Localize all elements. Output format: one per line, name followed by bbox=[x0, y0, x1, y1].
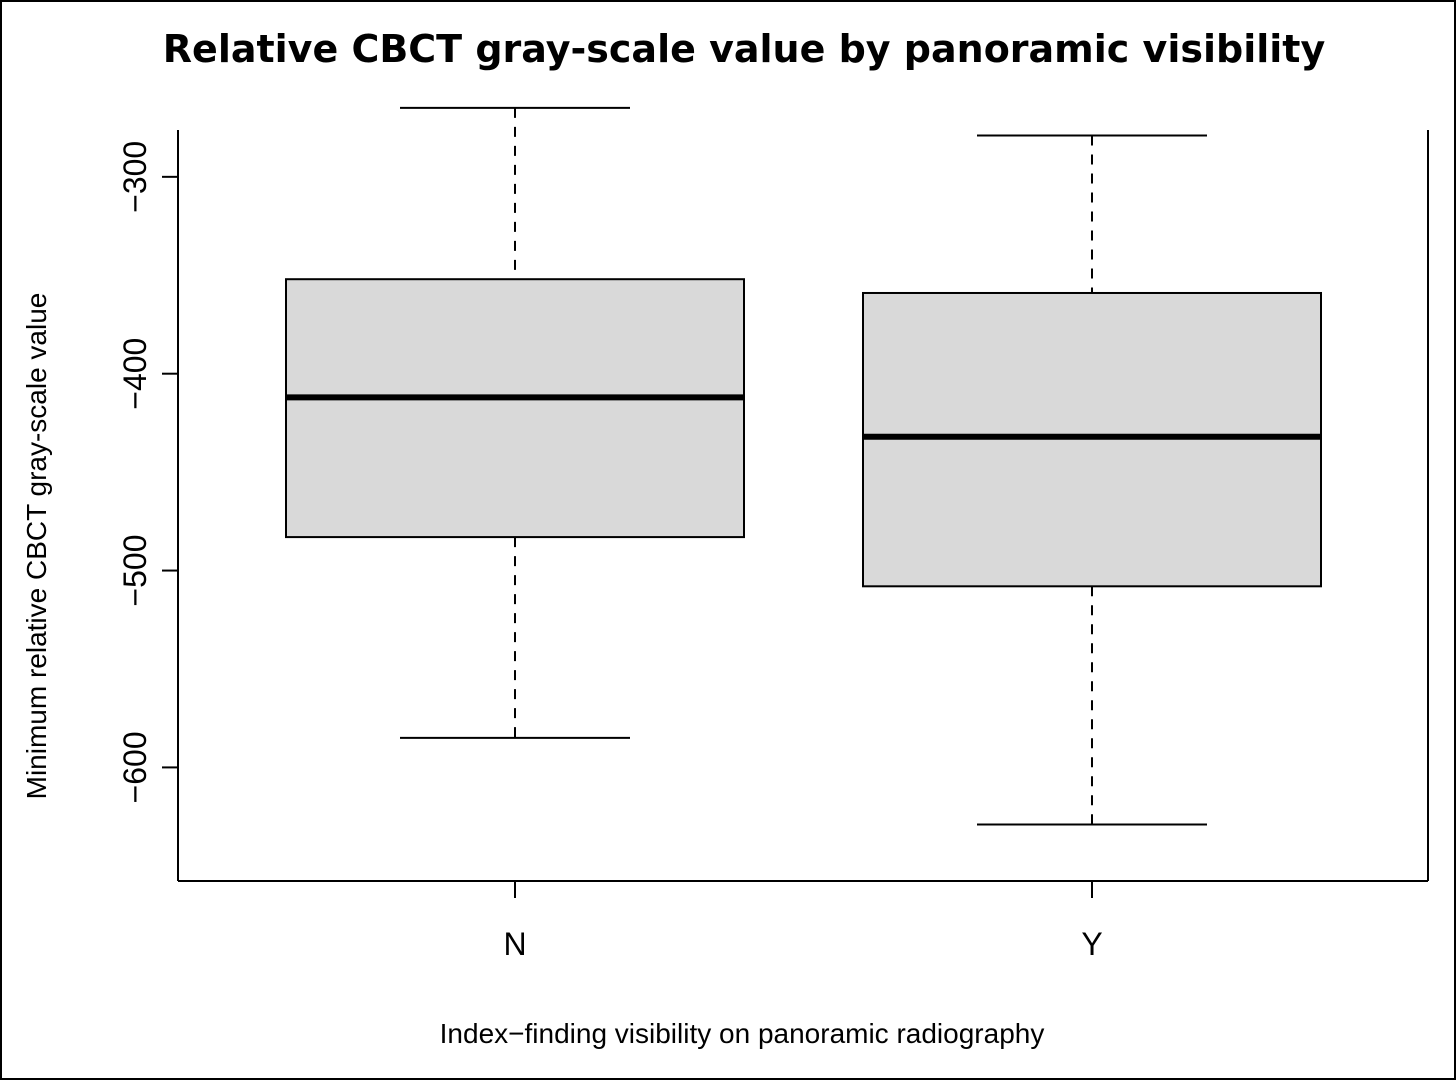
y-tick-label: −400 bbox=[117, 338, 153, 410]
y-tick-label: −500 bbox=[117, 535, 153, 607]
x-tick-label-Y: Y bbox=[1081, 926, 1102, 962]
iqr-box bbox=[285, 278, 745, 539]
y-tick-label: −600 bbox=[117, 731, 153, 803]
x-tick-label-N: N bbox=[503, 926, 526, 962]
x-axis-label: Index−finding visibility on panoramic ra… bbox=[440, 1018, 1045, 1049]
boxes-group bbox=[285, 106, 1322, 826]
y-tick-label: −300 bbox=[117, 141, 153, 213]
plot-axes bbox=[177, 130, 1429, 882]
y-ticks: −300 −400 −500 −600 bbox=[117, 141, 178, 803]
y-axis-label: Minimum relative CBCT gray-scale value bbox=[21, 293, 52, 800]
chart-title: Relative CBCT gray-scale value by panora… bbox=[163, 27, 1326, 71]
box-N bbox=[285, 106, 745, 739]
box-Y bbox=[862, 134, 1322, 826]
